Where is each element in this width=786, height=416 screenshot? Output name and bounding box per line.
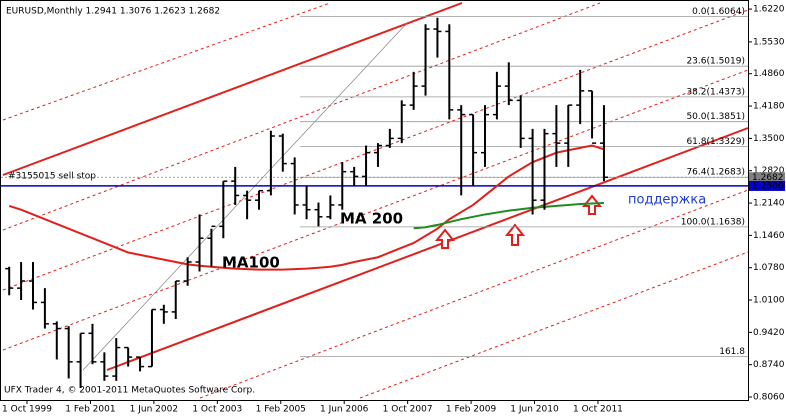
y-tick-label: 1.1460 (753, 231, 785, 241)
y-tick-label: 1.3500 (753, 134, 785, 144)
plot-frame (0, 0, 749, 401)
y-tick-label: 1.0100 (753, 296, 785, 306)
x-tick-label: 1 Feb 2005 (256, 405, 306, 415)
fib-label: 23.6(1.5019) (686, 57, 745, 67)
fib-label: 50.0(1.3851) (686, 112, 745, 122)
fib-label: 100.0(1.1638) (681, 217, 745, 227)
price-box-label: 1.2500 (752, 181, 784, 191)
trend-channel (2, 2, 749, 399)
ma-label: MA 200 (340, 210, 403, 228)
y-tick-label: 1.6220 (753, 5, 785, 15)
x-tick-label: 1 Jun 2002 (130, 405, 178, 415)
fib-label: 38.2(1.4373) (686, 87, 745, 97)
x-tick-label: 1 Feb 2009 (446, 405, 497, 415)
x-tick-label: 1 Oct 2003 (192, 405, 242, 415)
y-tick-label: 1.4860 (753, 69, 785, 79)
y-tick-label: 1.0780 (753, 263, 785, 273)
fib-label: 61.8(1.3329) (686, 137, 745, 147)
fib-label: 76.4(1.2683) (686, 168, 745, 178)
support-arrows (434, 194, 603, 249)
moving-average (413, 202, 604, 230)
moving-average (8, 144, 605, 271)
y-tick-label: 0.8740 (753, 360, 785, 370)
x-tick-label: 1 Feb 2001 (65, 405, 115, 415)
price-box-label: 1.2682 (752, 173, 784, 183)
fib-label: 161.8 (719, 347, 745, 357)
x-tick-label: 1 Oct 1999 (2, 405, 52, 415)
y-tick-label: 0.9420 (753, 328, 785, 338)
y-tick-label: 1.4180 (753, 102, 785, 112)
support-label: поддержка (628, 193, 706, 208)
copyright: UFX Trader 4, © 2001-2011 MetaQuotes Sof… (4, 386, 255, 396)
x-tick-label: 1 Jun 2006 (320, 405, 369, 415)
price-box (749, 180, 785, 191)
y-tick-label: 0.8060 (753, 393, 785, 403)
y-tick-label: 1.5530 (753, 37, 785, 47)
x-tick-label: 1 Jun 2010 (510, 405, 559, 415)
x-tick-label: 1 Oct 2007 (383, 405, 433, 415)
y-tick-label: 1.2820 (753, 166, 785, 176)
order-label: #3155015 sell stop (8, 172, 96, 182)
chart-title: EURUSD,Monthly 1.2941 1.3076 1.2623 1.26… (6, 7, 220, 17)
ma-label: MA100 (222, 254, 280, 272)
price-box (749, 172, 785, 183)
fib-label: 0.0(1.6064) (692, 7, 745, 17)
x-tick-label: 1 Oct 2011 (573, 405, 623, 415)
y-tick-label: 1.2140 (753, 199, 785, 209)
